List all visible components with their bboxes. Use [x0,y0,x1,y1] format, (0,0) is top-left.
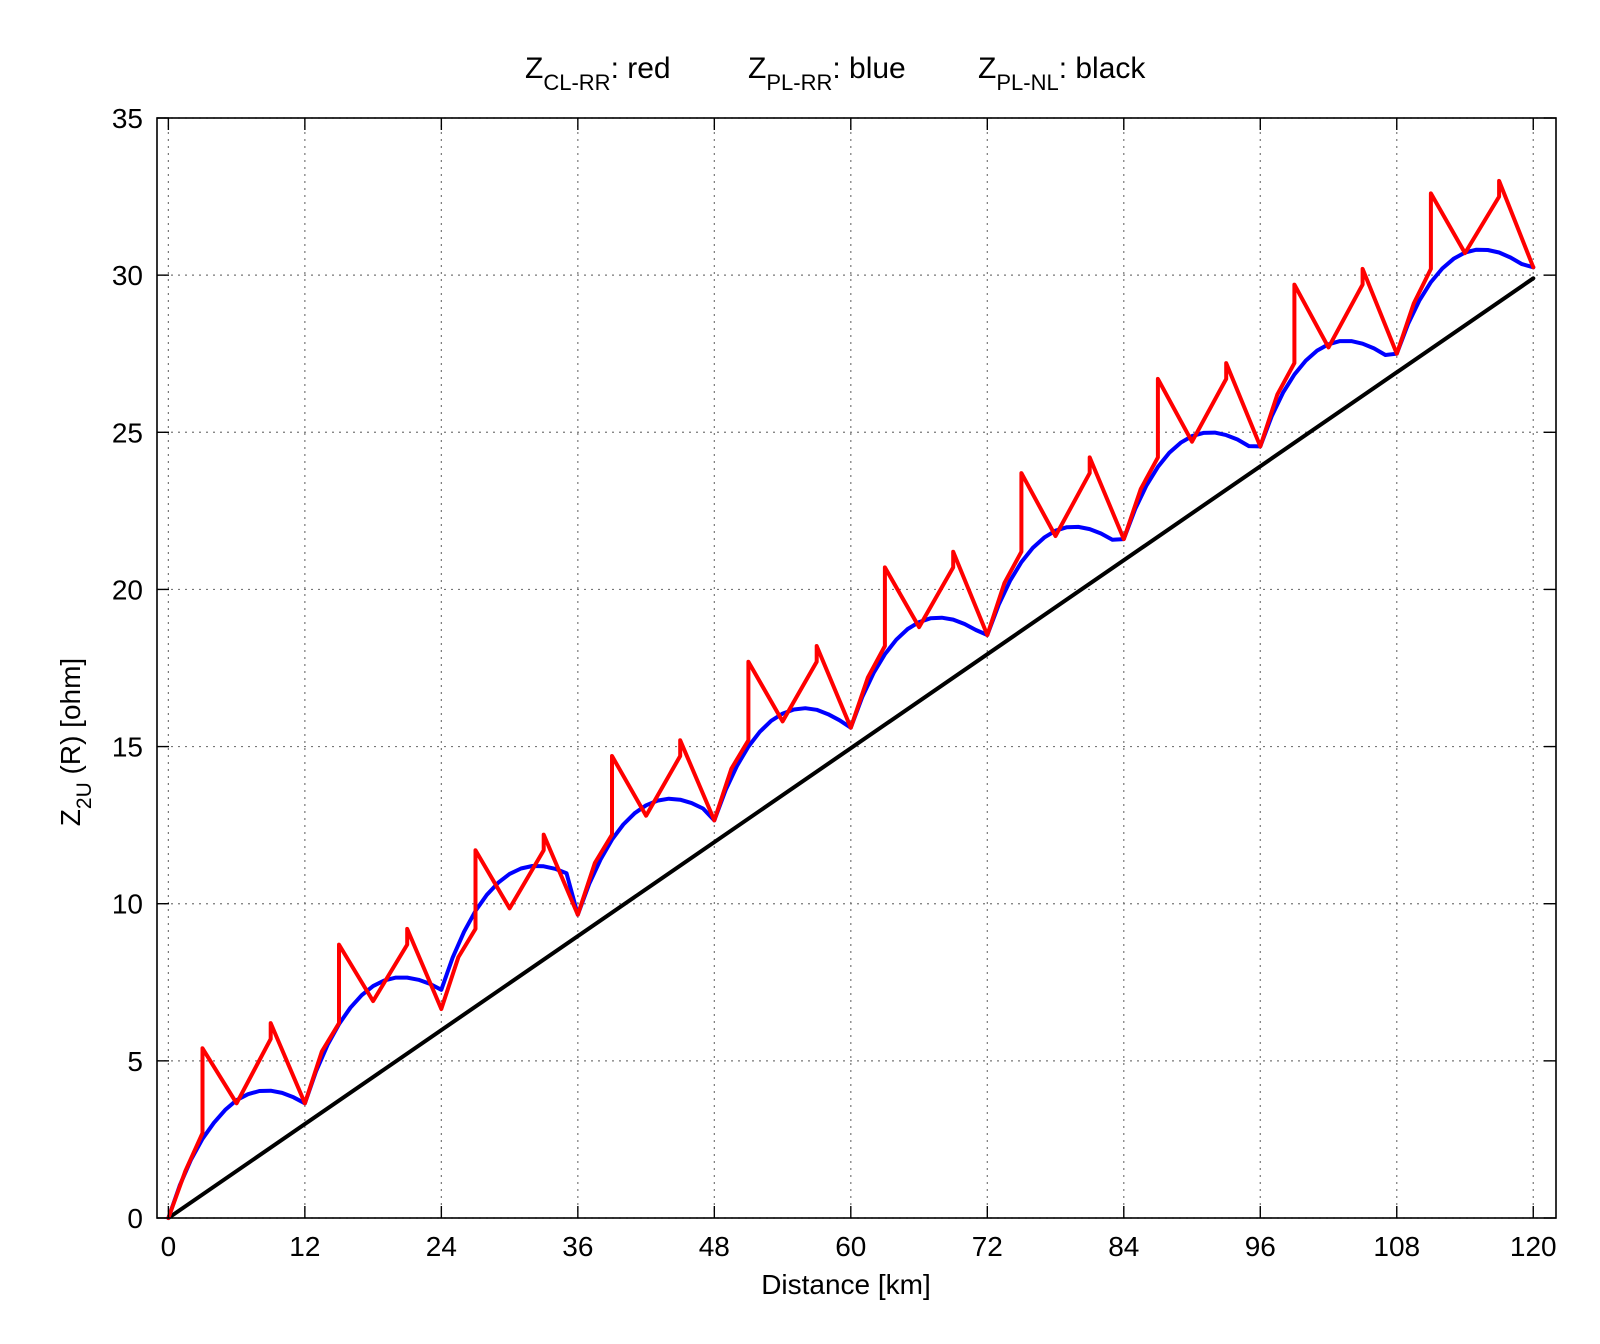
x-axis-label: Distance [km] [761,1269,931,1300]
x-tick-label: 36 [562,1231,593,1262]
x-tick-label: 0 [161,1231,177,1262]
y-axis-label: Z2U (R) [ohm] [55,658,96,826]
x-tick-label: 84 [1108,1231,1139,1262]
y-tick-label: 5 [127,1046,143,1077]
x-tick-label: 60 [835,1231,866,1262]
y-tick-label: 20 [112,574,143,605]
title-entry-red: ZCL-RR: red [525,52,671,95]
x-tick-label: 108 [1373,1231,1420,1262]
title-entry-black: ZPL-NL: black [978,52,1146,95]
x-tick-label: 72 [972,1231,1003,1262]
y-tick-label: 35 [112,103,143,134]
x-tick-label: 96 [1245,1231,1276,1262]
x-tick-label: 12 [289,1231,320,1262]
y-tick-label: 25 [112,417,143,448]
y-tick-label: 0 [127,1203,143,1234]
series-line-z-pl-nl [166,276,1536,1220]
series-line-z-cl-rr [166,178,1536,1220]
x-tick-label: 48 [699,1231,730,1262]
series-layer [166,178,1536,1220]
y-tick-label: 10 [112,889,143,920]
title-entry-blue: ZPL-RR: blue [748,52,906,95]
y-tick-label: 30 [112,260,143,291]
x-tick-label: 24 [426,1231,457,1262]
grid [157,117,1556,1219]
x-tick-label: 120 [1510,1231,1557,1262]
axis-ticks: 0 12 24 36 48 60 72 84 96 108 120 0 5 10 15 20 25 30 35 [112,103,1557,1262]
y-tick-label: 15 [112,732,143,763]
plot-frame [156,117,1557,1219]
